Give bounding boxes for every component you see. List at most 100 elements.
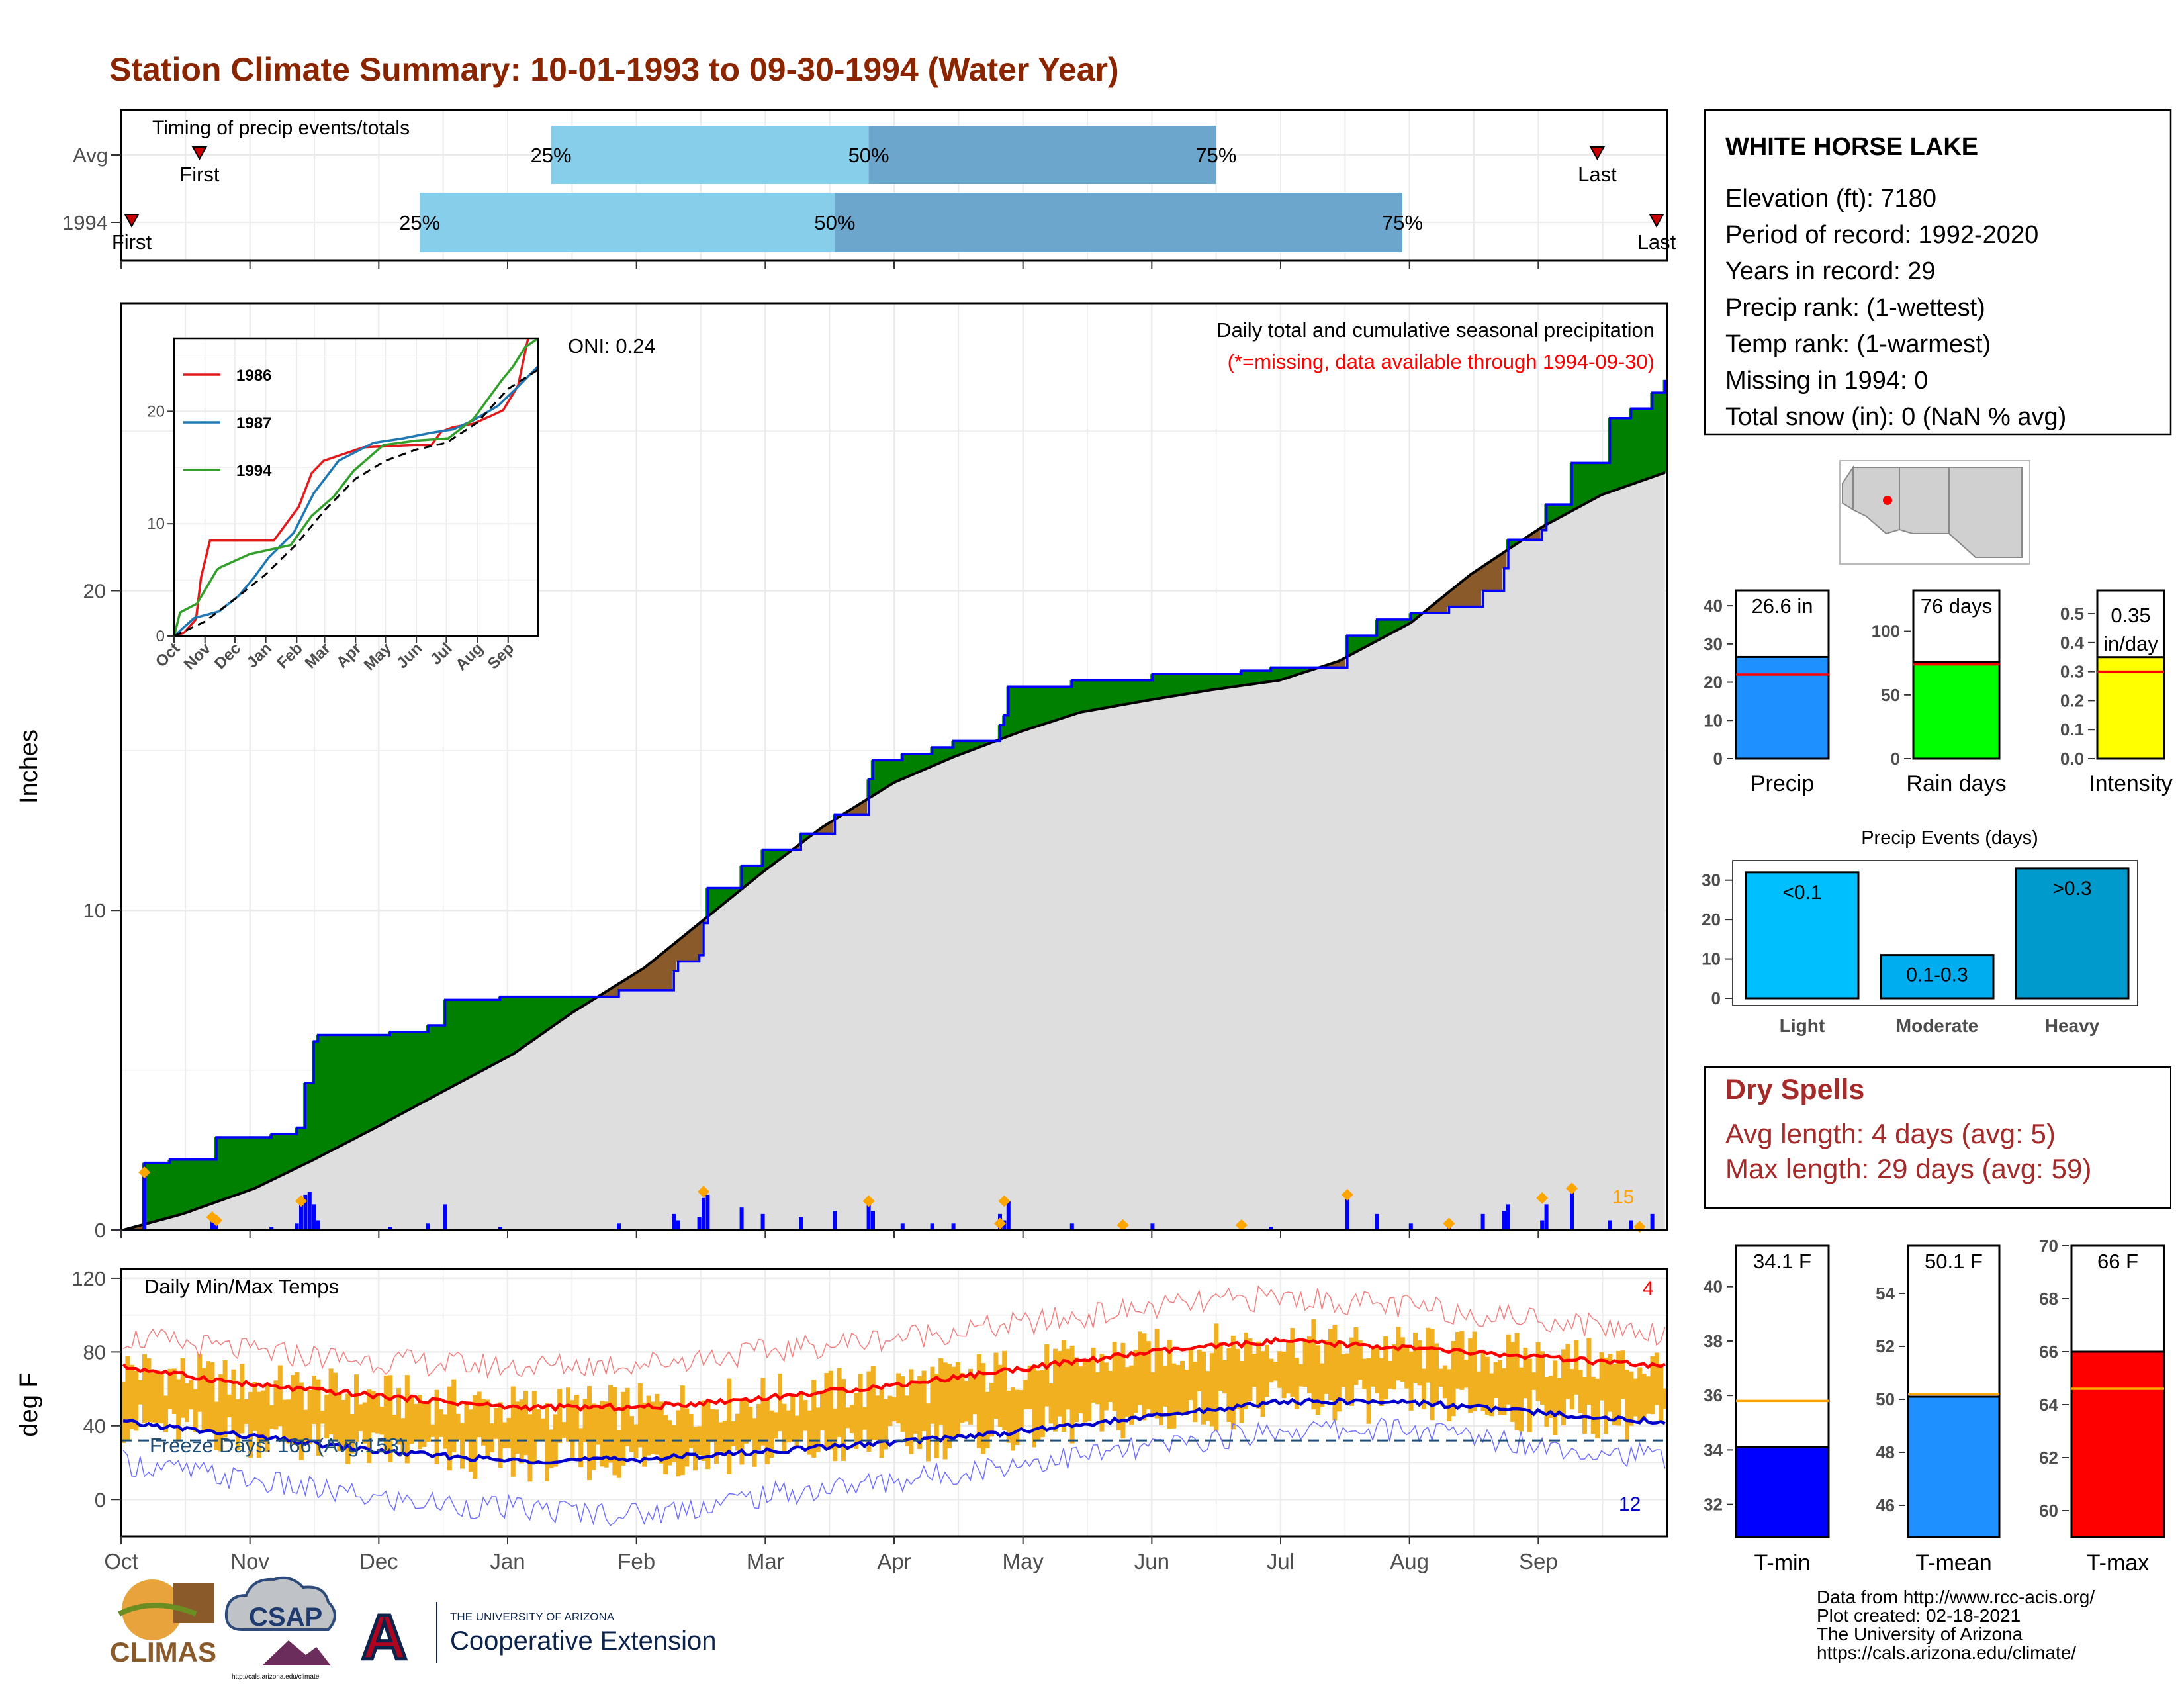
daily-temp-range [1430,1329,1435,1421]
dry-spells-line-2: Max length: 29 days (avg: 59) [1725,1153,2091,1184]
daily-temp-range [358,1404,363,1432]
above-avg-fill [1612,418,1617,491]
daily-temp-range [1248,1338,1253,1402]
daily-temp-range [1150,1372,1156,1414]
timing-panel: Timing of precip events/totals 25% 50% 75%… [62,109,1676,269]
above-avg-fill [1171,674,1177,696]
precip-events-title: Precip Events (days) [1861,827,2038,849]
footer-credits: Data from http://www.rcc-acis.org/ Plot … [1817,1587,2095,1663]
above-avg-fill [1404,619,1410,626]
daily-temp-range [1027,1365,1032,1409]
daily-temp-range [1091,1347,1096,1403]
timing-q75-label: 75% [1382,211,1423,234]
daily-temp-range [1002,1350,1007,1430]
daily-temp-range [218,1374,224,1452]
temp-means-charts: 32 34 36 38 40 T-min 34.1 F 46 48 50 52 54 T-mean 50.… [1704,1236,2165,1575]
daily-temp-range [439,1409,443,1437]
daily-temp-range [1357,1340,1363,1380]
daily-temp-range [1019,1390,1024,1429]
above-avg-fill [1150,674,1156,700]
daily-temp-range [273,1380,279,1430]
above-avg-fill [566,996,570,1016]
daily-temp-range [146,1358,152,1422]
above-avg-fill [1175,674,1181,696]
station-info-box: WHITE HORSE LAKE Elevation (ft): 7180 Pe… [1704,109,2172,436]
daily-temp-range [891,1397,897,1421]
daily-temp-range [833,1408,838,1462]
daily-temp-range [1197,1349,1202,1391]
above-avg-fill [727,888,732,900]
above-avg-fill [430,1025,435,1098]
above-avg-fill [782,849,787,857]
daily-temp-range [1604,1357,1608,1434]
daily-temp-range [680,1385,685,1476]
last-event-marker [1589,146,1606,161]
event-marker [1116,1219,1129,1231]
daily-temp-range [1277,1351,1283,1388]
daily-temp-range [1574,1340,1579,1395]
ua-big-text: Cooperative Extension [450,1626,716,1656]
above-avg-fill [1244,671,1248,685]
above-avg-fill [1011,686,1015,735]
below-avg-fill [693,927,698,962]
above-avg-fill [443,1000,448,1091]
daily-precip-bar [866,1197,871,1230]
above-avg-fill [1510,539,1516,547]
below-avg-fill [134,1226,139,1230]
daily-temp-range [1230,1335,1236,1430]
mini-bar-y-tick-label: 34 [1704,1440,1723,1460]
footer-line-4: https://cals.arizona.edu/climate/ [1817,1642,2076,1663]
below-avg-fill [680,937,685,962]
above-avg-fill [1015,686,1020,733]
above-avg-fill [494,1000,499,1064]
daily-temp-range [345,1393,351,1464]
timing-bar-q50-q75 [868,126,1216,184]
above-avg-fill [349,1035,355,1140]
mini-bar-x-label: Rain days [1906,771,2006,796]
above-avg-fill [510,996,516,1055]
daily-temp-range [1646,1376,1651,1414]
daily-temp-range [985,1391,990,1448]
above-avg-fill [189,1159,194,1211]
above-avg-fill [468,1000,473,1077]
below-avg-fill [1332,662,1338,668]
daily-temp-range [1044,1344,1050,1407]
daily-temp-range [392,1414,397,1439]
daily-temp-range [701,1400,706,1462]
mini-bar-value-label-unit: in/day [2103,632,2158,655]
daily-temp-range [824,1373,829,1450]
daily-temp-range [778,1373,782,1432]
below-avg-fill [642,968,647,990]
above-avg-fill [1167,674,1172,697]
mini-bar-y-tick-label: 40 [1704,596,1723,616]
mini-bar-y-tick-label: 32 [1704,1495,1723,1515]
above-avg-fill [1112,680,1117,706]
daily-temp-range [743,1400,749,1444]
daily-precip-bar [1506,1204,1510,1230]
below-avg-fill [701,919,706,923]
mini-bar-y-tick-label: 62 [2039,1448,2058,1468]
daily-temp-range [1053,1348,1058,1432]
daily-temp-range [1116,1354,1121,1430]
daily-temp-range [600,1401,605,1467]
daily-temp-range [727,1378,732,1474]
daily-temp-range [646,1395,651,1456]
daily-temp-range [252,1382,257,1431]
daily-precip-bar [1629,1220,1633,1230]
below-avg-fill [604,991,609,997]
daily-temp-range [625,1387,630,1446]
above-avg-fill [1286,667,1291,678]
above-avg-fill [1103,680,1109,708]
daily-temp-range [1477,1371,1481,1407]
precip-event-bar [1880,954,1995,1000]
daily-temp-range [235,1399,240,1451]
above-avg-fill [400,1031,406,1113]
ua-logo: A THE UNIVERSITY OF ARIZONA Cooperative … [360,1601,717,1675]
mini-bar-value-label: 0.35 [2111,604,2150,627]
above-avg-fill [1209,674,1214,690]
daily-temp-range [811,1380,817,1458]
daily-temp-range [773,1412,778,1439]
daily-temp-range [404,1375,410,1464]
above-avg-fill [210,1159,215,1203]
